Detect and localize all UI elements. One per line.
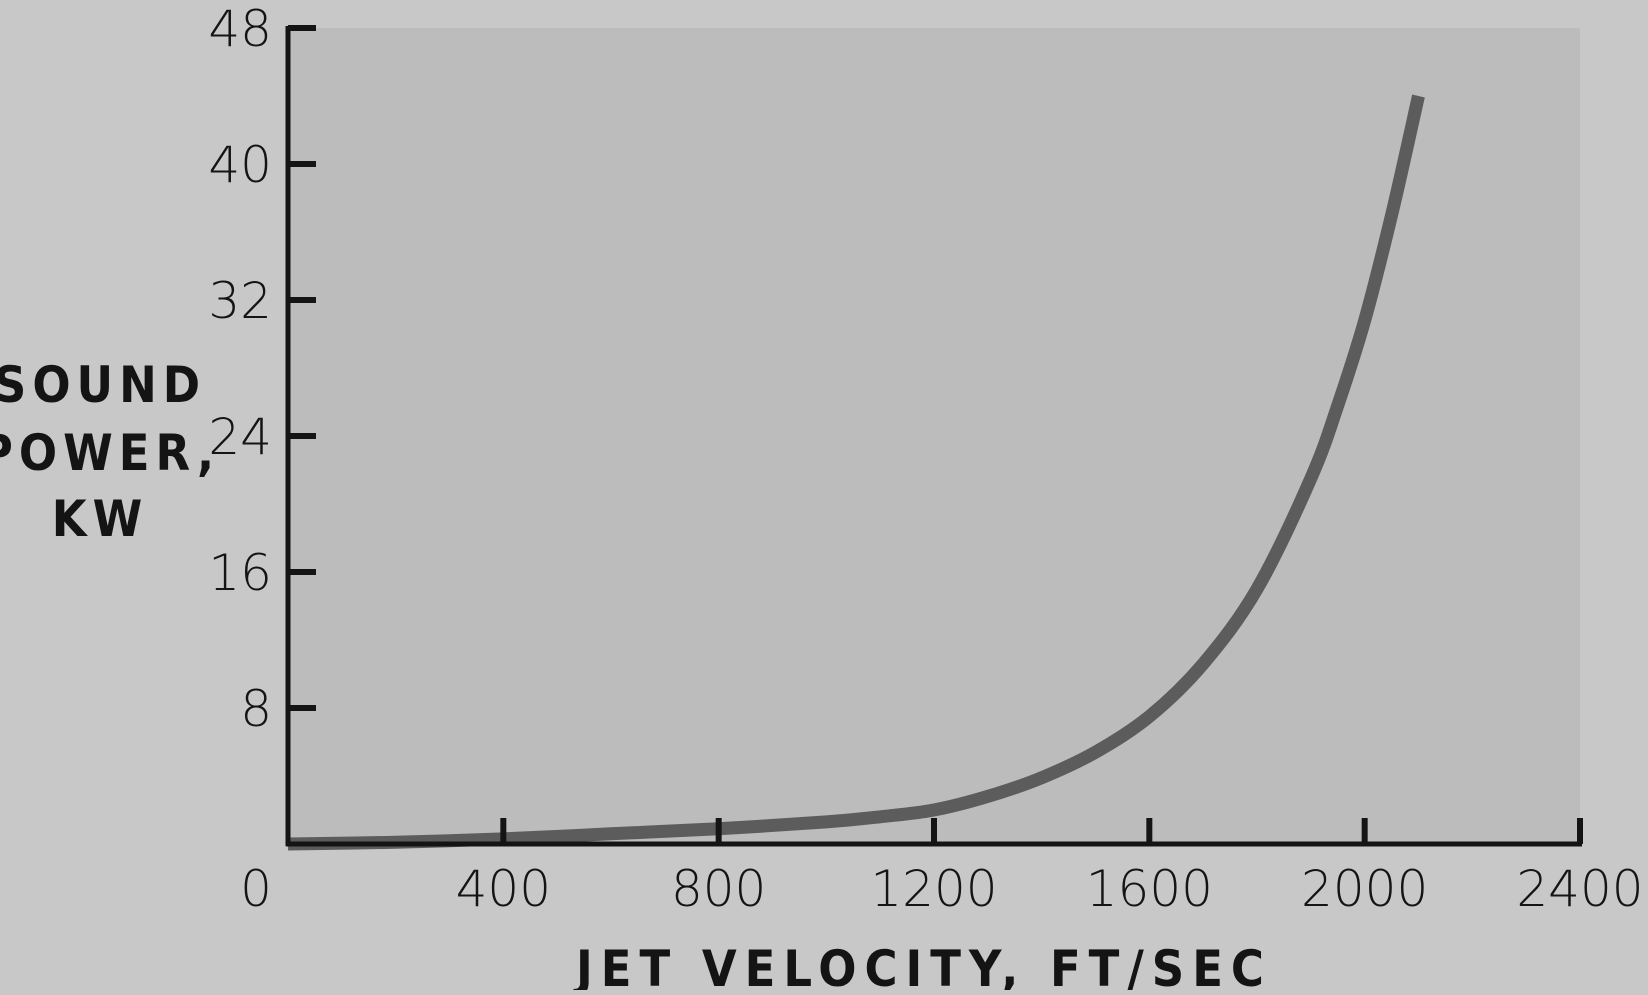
y-axis-title-line-1: SOUND (0, 356, 206, 414)
x-tick-label-2000: 2000 (1301, 860, 1428, 918)
x-tick-label-2400: 2400 (1516, 860, 1643, 918)
y-tick-label-40: 40 (208, 136, 272, 194)
y-tick-label-8: 8 (240, 680, 272, 738)
x-tick-label-0: 0 (240, 860, 272, 918)
y-tick-label-24: 24 (208, 408, 272, 466)
curve-layer (287, 94, 1425, 851)
x-axis-title: JET VELOCITY, FT/SEC (573, 940, 1272, 990)
plot-area (288, 28, 1580, 844)
y-axis-title: SOUND POWER, KW (0, 356, 220, 548)
y-tick-label-48: 48 (208, 0, 272, 58)
series-line-sound-power (287, 94, 1425, 851)
x-tick-label-800: 800 (671, 860, 766, 918)
y-axis-title-line-2: POWER, (0, 424, 220, 482)
y-axis-title-line-3: KW (52, 490, 149, 548)
y-tick-label-32: 32 (208, 272, 272, 330)
x-tick-label-1600: 1600 (1086, 860, 1213, 918)
label-layer: 0 400 800 1200 1600 2000 2400 8 16 24 32 40 48 (208, 0, 1643, 918)
x-tick-label-400: 400 (456, 860, 551, 918)
axis-layer (285, 25, 1583, 847)
x-tick-label-1200: 1200 (870, 860, 997, 918)
y-tick-label-16: 16 (208, 544, 272, 602)
